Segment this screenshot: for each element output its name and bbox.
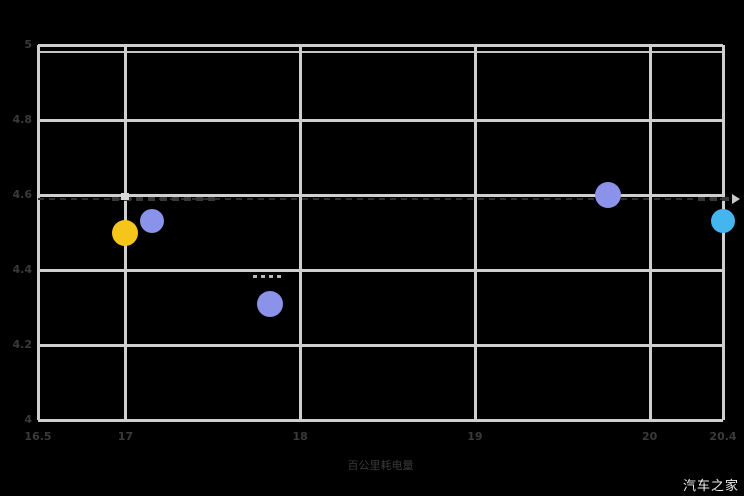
y-tick-label: 4.6 bbox=[12, 188, 33, 201]
markline-arrow-icon bbox=[732, 193, 740, 204]
point-label-dashes bbox=[253, 275, 283, 278]
top-inner-gridline bbox=[38, 51, 723, 53]
bubble-accent-model[interactable] bbox=[711, 209, 735, 234]
x-gridline bbox=[473, 45, 477, 420]
watermark-autohome: 汽车之家 bbox=[682, 479, 739, 494]
bubble-competitor-models[interactable] bbox=[594, 182, 621, 208]
x-tick-label: 18 bbox=[292, 430, 308, 443]
x-gridline bbox=[648, 45, 652, 420]
bubble-highlighted-model[interactable] bbox=[112, 219, 139, 246]
x-tick-label: 17 bbox=[117, 430, 134, 443]
x-tick-label: 16.5 bbox=[24, 430, 52, 443]
highlight-label-anchor bbox=[121, 193, 129, 200]
markline-label-dashes-right bbox=[698, 196, 734, 201]
y-gridline bbox=[38, 194, 723, 197]
x-axis-title: 百公里耗电量 bbox=[347, 459, 414, 472]
y-gridline bbox=[38, 119, 723, 122]
bubble-competitor-models[interactable] bbox=[257, 290, 284, 317]
bubble-competitor-models[interactable] bbox=[139, 209, 164, 234]
x-tick-label: 19 bbox=[467, 430, 483, 443]
plot-area bbox=[37, 44, 740, 422]
x-gridline bbox=[299, 45, 303, 420]
average-markline bbox=[38, 197, 723, 200]
x-tick-label: 20.4 bbox=[709, 430, 737, 443]
y-tick-label: 5 bbox=[24, 38, 32, 51]
markline-label-dashes-left bbox=[112, 196, 215, 201]
x-gridline bbox=[37, 45, 40, 420]
y-tick-label: 4.8 bbox=[12, 113, 33, 126]
y-gridline bbox=[38, 344, 723, 347]
y-gridline bbox=[38, 419, 723, 422]
x-tick-label: 20 bbox=[641, 430, 658, 443]
y-tick-label: 4.2 bbox=[12, 338, 33, 351]
y-gridline bbox=[38, 44, 723, 47]
y-gridline bbox=[38, 269, 723, 272]
y-tick-label: 4.4 bbox=[12, 263, 33, 276]
y-tick-label: 4 bbox=[24, 413, 32, 426]
